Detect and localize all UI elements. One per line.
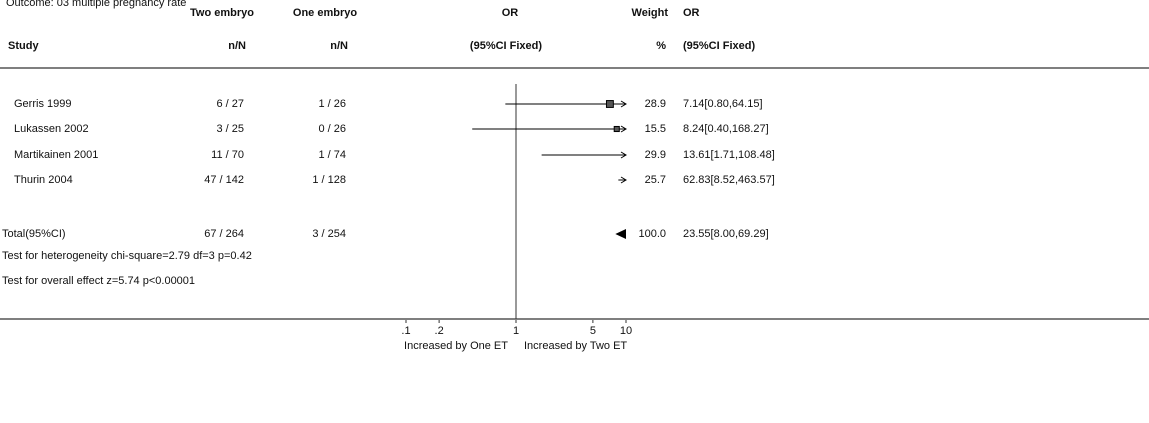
study-name: Gerris 1999 [14, 98, 71, 110]
x-tick-label: .1 [401, 325, 410, 337]
header-group1-sub: n/N [228, 40, 246, 52]
footnote: Test for heterogeneity chi-square=2.79 d… [2, 250, 252, 262]
total-or-label: 23.55[8.00,69.29] [683, 228, 769, 240]
x-tick-label: .2 [435, 325, 444, 337]
or-label: 7.14[0.80,64.15] [683, 98, 763, 110]
total-group1: 67 / 264 [204, 228, 244, 240]
group2-count: 1 / 128 [312, 174, 346, 186]
header-or2-sub: (95%CI Fixed) [683, 40, 755, 52]
group1-count: 11 / 70 [211, 149, 244, 161]
group2-count: 1 / 74 [318, 149, 346, 161]
footnote: Test for overall effect z=5.74 p<0.00001 [2, 275, 195, 287]
header-or2: OR [683, 7, 700, 19]
weight-label: 29.9 [645, 149, 666, 161]
total-weight: 100.0 [638, 228, 666, 240]
total-diamond [615, 229, 626, 239]
ci-arrow [620, 151, 627, 159]
header-weight: Weight [632, 7, 669, 19]
group2-count: 0 / 26 [318, 123, 346, 135]
header-group2-sub: n/N [330, 40, 348, 52]
point-estimate [613, 125, 620, 133]
ci-arrow [620, 125, 627, 133]
point-estimate [605, 100, 614, 108]
header-group1: Two embryo [190, 7, 254, 19]
or-label: 8.24[0.40,168.27] [683, 123, 769, 135]
study-name: Thurin 2004 [14, 174, 73, 186]
header-weight-sub: % [656, 40, 666, 52]
group1-count: 6 / 27 [216, 98, 244, 110]
header-or-sub: (95%CI Fixed) [470, 40, 542, 52]
x-label-right: Increased by Two ET [524, 340, 627, 352]
ci-arrow [620, 176, 627, 184]
header-study: Study [8, 40, 39, 52]
x-tick-label: 1 [513, 325, 519, 337]
or-label: 62.83[8.52,463.57] [683, 174, 775, 186]
total-label: Total(95%CI) [2, 228, 66, 240]
x-tick-label: 5 [590, 325, 596, 337]
header-or: OR [502, 7, 519, 19]
x-tick-label: 10 [620, 325, 632, 337]
weight-label: 28.9 [645, 98, 666, 110]
group1-count: 3 / 25 [216, 123, 244, 135]
group1-count: 47 / 142 [204, 174, 244, 186]
study-name: Martikainen 2001 [14, 149, 98, 161]
total-group2: 3 / 254 [312, 228, 346, 240]
x-label-left: Increased by One ET [404, 340, 508, 352]
chart-title: Outcome: 03 multiple pregnancy rate [6, 0, 186, 9]
weight-label: 25.7 [645, 174, 666, 186]
or-label: 13.61[1.71,108.48] [683, 149, 775, 161]
header-group2: One embryo [293, 7, 357, 19]
ci-arrow [620, 100, 627, 108]
study-name: Lukassen 2002 [14, 123, 89, 135]
group2-count: 1 / 26 [318, 98, 346, 110]
weight-label: 15.5 [645, 123, 666, 135]
